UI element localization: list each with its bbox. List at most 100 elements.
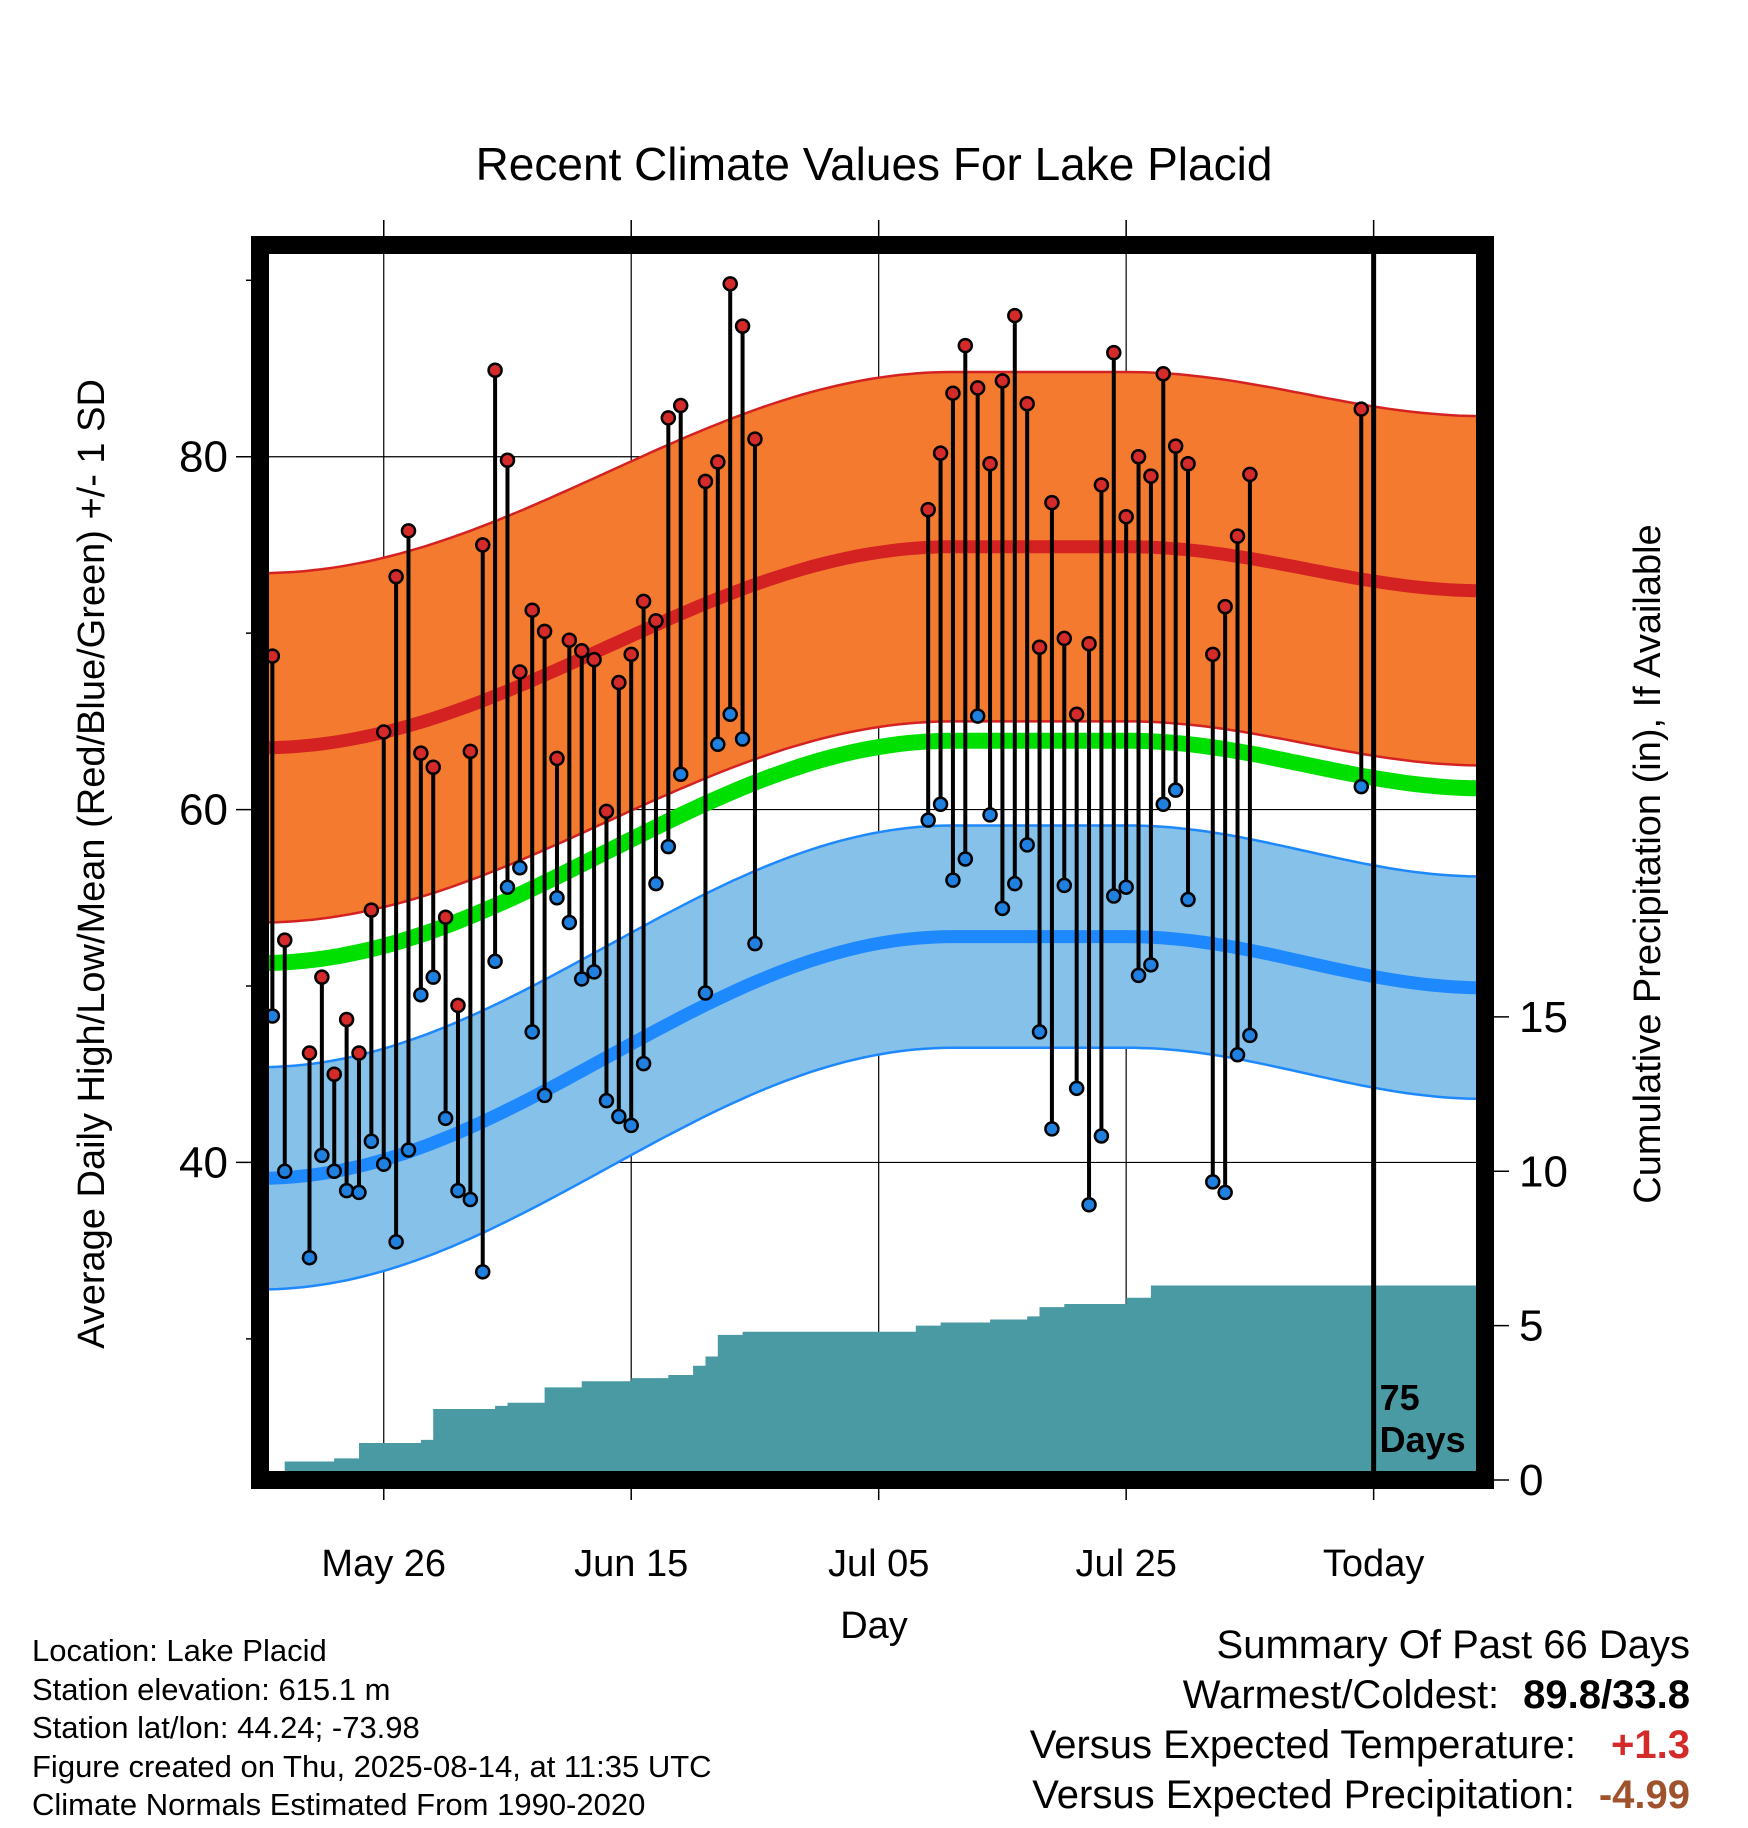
observed-low-point: [1093, 1128, 1110, 1144]
observed-high-point: [734, 318, 751, 334]
observed-low-point: [326, 1163, 342, 1179]
observed-low-point: [1155, 796, 1172, 813]
y2-axis-label: Cumulative Precipitation (in), If Availa…: [1627, 524, 1669, 1203]
y2-tick-label: 10: [1519, 1147, 1568, 1196]
observed-high-point: [672, 397, 689, 414]
summary-heading: Summary Of Past 66 Days: [1216, 1623, 1690, 1667]
x-axis-label: Day: [840, 1605, 908, 1647]
observed-high-point: [351, 1045, 367, 1061]
observed-low-point: [1044, 1121, 1060, 1137]
observed-low-point: [734, 731, 751, 747]
observed-low-point: [512, 860, 528, 876]
x-tick-label: Jul 25: [1075, 1543, 1176, 1585]
observed-high-point: [573, 643, 590, 659]
observed-low-point: [1242, 1027, 1258, 1044]
observed-high-point: [301, 1045, 318, 1061]
observed-low-point: [1130, 967, 1147, 984]
latlon-text: Station lat/lon: 44.24; -73.98: [32, 1710, 420, 1745]
observed-high-point: [363, 902, 380, 918]
station-info: Location: Lake Placid Station elevation:…: [32, 1632, 712, 1825]
observed-low-point: [437, 1110, 454, 1127]
observed-low-point: [561, 914, 578, 931]
observed-low-point: [425, 969, 441, 985]
observed-low-point: [536, 1087, 553, 1104]
observed-low-point: [623, 1117, 639, 1134]
created-text: Figure created on Thu, 2025-08-14, at 11…: [32, 1748, 712, 1784]
observed-low-point: [586, 964, 602, 980]
observed-low-point: [301, 1249, 318, 1266]
observed-high-point: [920, 501, 936, 518]
observed-low-point: [747, 935, 763, 952]
y-axis-ticks: 40 60 80: [179, 279, 260, 1340]
observed-temperatures: [252, 276, 1370, 1280]
observed-high-point: [450, 997, 466, 1014]
x-tick-label: Today: [1323, 1543, 1424, 1585]
plot-frame: [251, 236, 1494, 1489]
observed-low-point: [462, 1191, 479, 1208]
observed-low-point: [1056, 877, 1073, 894]
location-text: Location: Lake Placid: [32, 1633, 327, 1668]
observed-high-point: [1019, 396, 1035, 412]
y-tick-label: 60: [179, 786, 228, 835]
observed-high-point: [413, 745, 429, 761]
normals-text: Climate Normals Estimated From 1990-2020: [32, 1787, 646, 1822]
observed-low-point: [994, 900, 1011, 917]
observed-low-point: [710, 736, 726, 753]
observed-low-point: [499, 879, 516, 895]
observed-low-point: [1118, 879, 1134, 895]
elevation-text: Station elevation: 615.1 m: [32, 1671, 391, 1707]
observed-high-point: [586, 651, 602, 668]
observed-high-point: [1217, 598, 1233, 615]
observed-high-point: [499, 452, 516, 468]
y2-tick-label: 15: [1519, 993, 1568, 1042]
observed-high-point: [536, 623, 553, 640]
x-tick-label: Jul 05: [828, 1543, 929, 1585]
today-days-label: Days: [1380, 1419, 1466, 1460]
observed-high-point: [994, 373, 1011, 389]
precipitation-area: [260, 1282, 1485, 1480]
observed-low-point: [648, 875, 664, 892]
observed-high-point: [400, 523, 417, 539]
observed-high-point: [1031, 639, 1048, 656]
y2-tick-label: 0: [1519, 1456, 1543, 1505]
x-axis-ticks: May 26 Jun 15 Jul 05 Jul 25 Today: [321, 220, 1424, 1585]
observed-high-point: [648, 613, 664, 629]
y-axis-label: Average Daily High/Low/Mean (Red/Blue/Gr…: [71, 379, 113, 1349]
observed-low-point: [524, 1024, 540, 1040]
observed-low-point: [982, 807, 998, 823]
observed-low-point: [598, 1092, 615, 1109]
observed-high-point: [697, 473, 714, 490]
observed-high-point: [1068, 706, 1085, 723]
observed-high-point: [276, 932, 293, 948]
observed-high-point: [1242, 466, 1258, 483]
observed-high-point: [722, 276, 738, 292]
temp-anomaly-label: Versus Expected Temperature:: [1029, 1723, 1576, 1767]
observed-high-point: [710, 454, 726, 470]
observed-high-point: [1044, 494, 1060, 511]
precip-anomaly-label: Versus Expected Precipitation:: [1032, 1773, 1575, 1817]
observed-low-point: [1068, 1080, 1085, 1097]
observed-high-point: [969, 380, 986, 396]
observed-low-point: [338, 1182, 355, 1199]
observed-low-point: [1031, 1024, 1048, 1040]
observed-low-point: [1353, 778, 1370, 795]
today-days-count: 75: [1380, 1377, 1420, 1418]
observed-low-point: [611, 1108, 627, 1125]
observed-high-point: [1205, 646, 1221, 663]
observed-low-point: [1007, 875, 1023, 892]
observed-high-point: [1143, 468, 1159, 484]
observed-high-point: [660, 410, 677, 426]
observed-low-point: [697, 985, 714, 1001]
plot-border: [251, 236, 1494, 1489]
warmest-coldest-label: Warmest/Coldest:: [1182, 1673, 1500, 1717]
observed-low-point: [375, 1156, 392, 1172]
observed-low-point: [351, 1184, 367, 1201]
observed-high-point: [932, 445, 949, 461]
observed-low-point: [573, 971, 590, 987]
observed-low-point: [1205, 1174, 1221, 1190]
cumulative-precip-area: [260, 1282, 1485, 1480]
observed-low-point: [1081, 1197, 1097, 1213]
observed-high-point: [549, 750, 565, 767]
observed-high-point: [945, 385, 961, 401]
observed-high-point: [437, 909, 454, 925]
